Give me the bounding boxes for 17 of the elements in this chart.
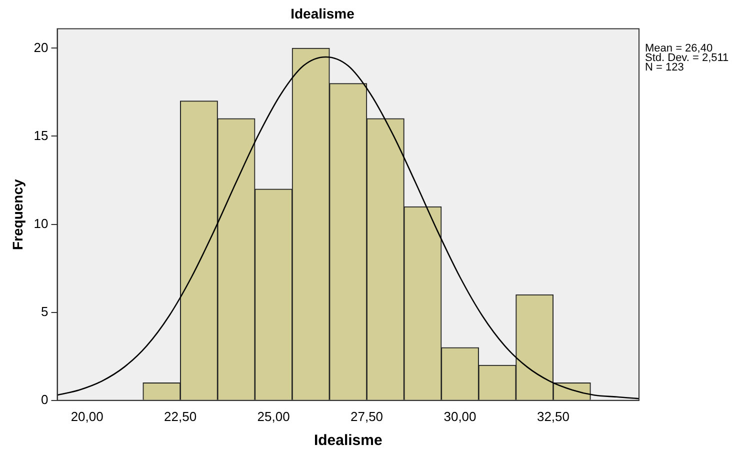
x-tick-label: 30,00	[444, 408, 476, 424]
x-tick-label: 32,50	[536, 408, 570, 424]
x-tick-label: 27,50	[350, 408, 384, 424]
x-tick-label: 25,00	[257, 408, 290, 424]
y-tick-label: 5	[41, 304, 48, 319]
text: Std. Dev. = 2,511	[645, 52, 729, 64]
chart-title: Idealisme	[290, 5, 355, 22]
x-axis-title: Idealisme	[314, 432, 382, 450]
x-tick-label: 22,50	[164, 408, 197, 424]
x-tick-label: 20,00	[70, 408, 104, 424]
y-tick-label: 0	[41, 392, 48, 407]
y-axis-title: Frequency	[9, 178, 26, 250]
y-tick-label: 20	[34, 40, 48, 55]
y-tick-label: 10	[34, 216, 48, 231]
text: N = 123	[645, 61, 684, 74]
text: Mean = 26,40	[645, 42, 713, 54]
y-tick-label: 15	[34, 128, 48, 143]
